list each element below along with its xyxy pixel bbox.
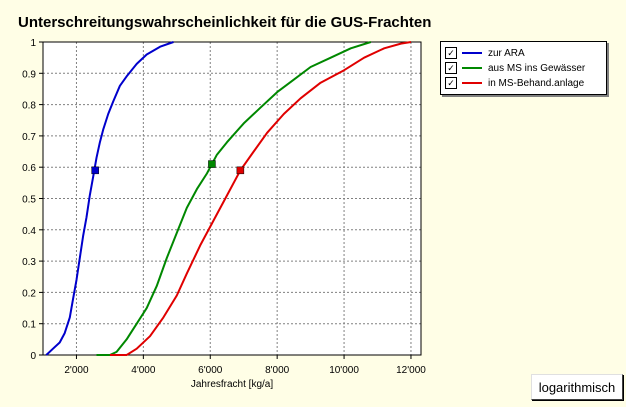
y-tick-label: 0.2 — [22, 288, 36, 299]
y-tick-label: 0.4 — [22, 226, 36, 237]
x-tick-label: 8'000 — [265, 365, 290, 376]
y-tick-label: 1 — [30, 38, 36, 49]
y-tick-label: 0.9 — [22, 69, 36, 80]
legend: ✓ zur ARA ✓ aus MS ins Gewässer ✓ in MS-… — [440, 41, 607, 95]
x-tick-label: 4'000 — [131, 365, 156, 376]
legend-swatch — [462, 67, 482, 69]
y-tick-label: 0.5 — [22, 195, 36, 206]
legend-label: aus MS ins Gewässer — [488, 62, 586, 74]
legend-swatch — [462, 82, 482, 84]
checkbox-icon[interactable]: ✓ — [445, 62, 457, 74]
checkbox-icon[interactable]: ✓ — [445, 77, 457, 89]
x-tick-label: 2'000 — [64, 365, 89, 376]
chart-title: Unterschreitungswahrscheinlichkeit für d… — [18, 14, 432, 31]
logarithmic-button[interactable]: logarithmisch — [531, 374, 623, 400]
legend-label: in MS-Behand.anlage — [488, 77, 585, 89]
x-tick-label: 12'000 — [396, 365, 426, 376]
series-marker-2 — [208, 160, 216, 168]
series-line-2 — [96, 41, 372, 356]
legend-label: zur ARA — [488, 47, 525, 59]
y-tick-label: 0 — [30, 351, 36, 362]
legend-item-in-ms-behand-anlage[interactable]: ✓ in MS-Behand.anlage — [445, 76, 584, 90]
y-tick-label: 0.3 — [22, 257, 36, 268]
checkbox-icon[interactable]: ✓ — [445, 47, 457, 59]
plot-frame — [42, 41, 422, 356]
legend-item-aus-ms-ins-gewaesser[interactable]: ✓ aus MS ins Gewässer — [445, 61, 585, 75]
x-tick-label: 6'000 — [198, 365, 223, 376]
y-tick-label: 0.6 — [22, 163, 36, 174]
y-tick-label: 0.7 — [22, 132, 36, 143]
x-tick-label: 10'000 — [329, 365, 359, 376]
y-tick-label: 0.8 — [22, 101, 36, 112]
series-line-1 — [45, 41, 174, 356]
series-marker-3 — [236, 166, 245, 175]
legend-item-zur-ara[interactable]: ✓ zur ARA — [445, 46, 525, 60]
legend-swatch — [462, 52, 482, 54]
series-marker-1 — [91, 166, 99, 175]
x-axis-label: Jahresfracht [kg/a] — [191, 379, 273, 390]
y-tick-label: 0.1 — [22, 320, 36, 331]
